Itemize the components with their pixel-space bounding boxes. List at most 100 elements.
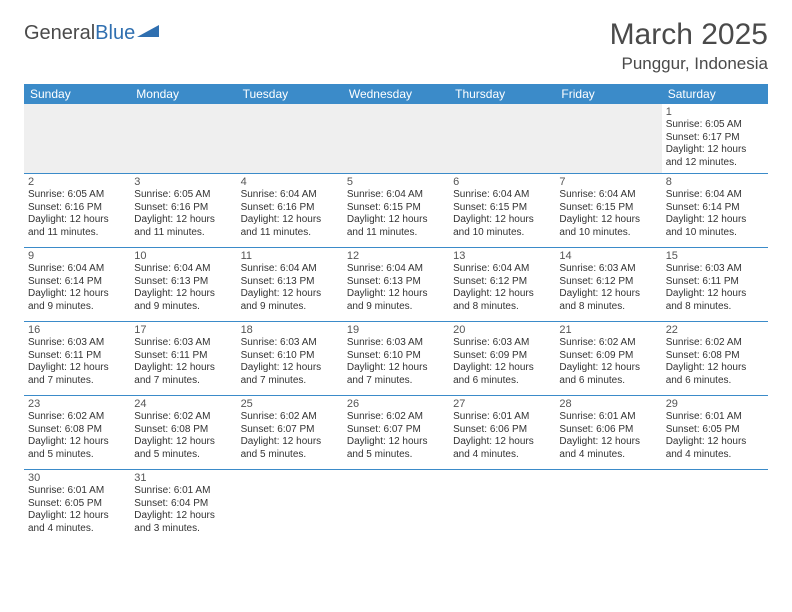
day-info-line: Sunrise: 6:03 AM	[559, 263, 657, 276]
day-info-line: Daylight: 12 hours	[347, 214, 445, 227]
day-info-line: Daylight: 12 hours	[28, 510, 126, 523]
day-info-line: Sunrise: 6:03 AM	[666, 263, 764, 276]
day-info-line: Sunrise: 6:01 AM	[453, 411, 551, 424]
brand-part2: Blue	[95, 22, 135, 45]
calendar-day-cell: 21Sunrise: 6:02 AMSunset: 6:09 PMDayligh…	[555, 322, 661, 396]
day-number: 7	[559, 176, 657, 188]
calendar-day-cell: 5Sunrise: 6:04 AMSunset: 6:15 PMDaylight…	[343, 174, 449, 248]
day-info-line: and 8 minutes.	[559, 301, 657, 314]
day-info-line: Sunset: 6:07 PM	[241, 424, 339, 437]
calendar-day-cell: 24Sunrise: 6:02 AMSunset: 6:08 PMDayligh…	[130, 396, 236, 470]
calendar-day-cell: 26Sunrise: 6:02 AMSunset: 6:07 PMDayligh…	[343, 396, 449, 470]
day-info-line: Sunset: 6:10 PM	[347, 350, 445, 363]
day-info-line: and 7 minutes.	[347, 375, 445, 388]
calendar-day-cell: 4Sunrise: 6:04 AMSunset: 6:16 PMDaylight…	[237, 174, 343, 248]
day-info-line: Sunset: 6:14 PM	[28, 276, 126, 289]
day-info-line: Sunrise: 6:02 AM	[347, 411, 445, 424]
day-info-line: Daylight: 12 hours	[134, 510, 232, 523]
day-info-line: Daylight: 12 hours	[28, 362, 126, 375]
weekday-header: Wednesday	[343, 84, 449, 104]
day-number: 8	[666, 176, 764, 188]
day-info-line: Sunrise: 6:01 AM	[559, 411, 657, 424]
day-number: 28	[559, 398, 657, 410]
day-number: 4	[241, 176, 339, 188]
calendar-day-cell: 28Sunrise: 6:01 AMSunset: 6:06 PMDayligh…	[555, 396, 661, 470]
weekday-header: Tuesday	[237, 84, 343, 104]
day-info-line: Daylight: 12 hours	[453, 214, 551, 227]
day-info-line: Sunset: 6:12 PM	[559, 276, 657, 289]
calendar-day-cell: 29Sunrise: 6:01 AMSunset: 6:05 PMDayligh…	[662, 396, 768, 470]
day-info-line: Sunrise: 6:04 AM	[241, 263, 339, 276]
day-info-line: Sunrise: 6:04 AM	[347, 189, 445, 202]
day-info-line: and 7 minutes.	[241, 375, 339, 388]
day-info-line: Daylight: 12 hours	[453, 436, 551, 449]
day-info-line: Sunset: 6:11 PM	[134, 350, 232, 363]
calendar-day-cell: 20Sunrise: 6:03 AMSunset: 6:09 PMDayligh…	[449, 322, 555, 396]
day-info-line: Sunset: 6:14 PM	[666, 202, 764, 215]
day-info-line: and 4 minutes.	[559, 449, 657, 462]
day-info-line: Sunrise: 6:01 AM	[28, 485, 126, 498]
flag-icon	[137, 23, 159, 39]
day-number: 1	[666, 106, 764, 118]
calendar-day-cell: 16Sunrise: 6:03 AMSunset: 6:11 PMDayligh…	[24, 322, 130, 396]
day-info-line: Sunrise: 6:02 AM	[134, 411, 232, 424]
day-info-line: Daylight: 12 hours	[559, 362, 657, 375]
day-number: 11	[241, 250, 339, 262]
calendar-day-cell: 2Sunrise: 6:05 AMSunset: 6:16 PMDaylight…	[24, 174, 130, 248]
day-info-line: Sunrise: 6:04 AM	[453, 263, 551, 276]
brand-logo: GeneralBlue	[24, 18, 159, 45]
calendar-week-row: 23 Sunrise: 6:02 AM Sunset: 6:08 PM Dayligh…	[24, 396, 768, 470]
day-info-line: Daylight: 12 hours	[559, 214, 657, 227]
calendar-day-cell: 18Sunrise: 6:03 AMSunset: 6:10 PMDayligh…	[237, 322, 343, 396]
calendar-day-cell: 19Sunrise: 6:03 AMSunset: 6:10 PMDayligh…	[343, 322, 449, 396]
day-number: 13	[453, 250, 551, 262]
day-info-line: and 8 minutes.	[666, 301, 764, 314]
day-info-line: and 7 minutes.	[28, 375, 126, 388]
day-info-line: Sunrise: 6:04 AM	[241, 189, 339, 202]
day-info-line: Sunrise: 6:03 AM	[28, 337, 126, 350]
day-info-line: and 9 minutes.	[241, 301, 339, 314]
day-number: 26	[347, 398, 445, 410]
day-info-line: Sunrise: 6:04 AM	[559, 189, 657, 202]
day-info-line: Daylight: 12 hours	[666, 288, 764, 301]
day-info-line: Sunset: 6:04 PM	[134, 498, 232, 511]
day-info-line: Sunrise: 6:02 AM	[241, 411, 339, 424]
weekday-header: Friday	[555, 84, 661, 104]
day-info-line: and 6 minutes.	[666, 375, 764, 388]
calendar-week-row: 2Sunrise: 6:05 AMSunset: 6:16 PMDaylight…	[24, 174, 768, 248]
day-info-line: and 6 minutes.	[453, 375, 551, 388]
day-info-line: Daylight: 12 hours	[666, 144, 764, 157]
day-info-line: Sunrise: 6:02 AM	[666, 337, 764, 350]
calendar-day-cell: 6Sunrise: 6:04 AMSunset: 6:15 PMDaylight…	[449, 174, 555, 248]
day-number: 15	[666, 250, 764, 262]
day-info-line: Daylight: 12 hours	[134, 288, 232, 301]
day-info-line: and 8 minutes.	[453, 301, 551, 314]
calendar-day-cell: 27Sunrise: 6:01 AMSunset: 6:06 PMDayligh…	[449, 396, 555, 470]
day-info-line: and 10 minutes.	[559, 227, 657, 240]
day-number: 21	[559, 324, 657, 336]
day-info-line: and 10 minutes.	[453, 227, 551, 240]
day-number: 5	[347, 176, 445, 188]
day-number: 22	[666, 324, 764, 336]
day-info-line: Sunset: 6:15 PM	[559, 202, 657, 215]
day-info-line: Sunrise: 6:05 AM	[666, 119, 764, 132]
day-info-line: and 12 minutes.	[666, 157, 764, 170]
calendar-day-cell: 1Sunrise: 6:05 AMSunset: 6:17 PMDaylight…	[662, 104, 768, 174]
calendar-day-cell: 15Sunrise: 6:03 AMSunset: 6:11 PMDayligh…	[662, 248, 768, 322]
day-info-line: Sunset: 6:13 PM	[241, 276, 339, 289]
weekday-header: Monday	[130, 84, 236, 104]
day-info-line: Sunset: 6:16 PM	[28, 202, 126, 215]
calendar-day-cell: 30Sunrise: 6:01 AMSunset: 6:05 PMDayligh…	[24, 470, 130, 540]
day-info-line: Daylight: 12 hours	[134, 362, 232, 375]
calendar-day-cell: 23Sunrise: 6:02 AMSunset: 6:08 PMDayligh…	[24, 396, 130, 470]
weekday-header: Sunday	[24, 84, 130, 104]
calendar-day-cell: 22Sunrise: 6:02 AMSunset: 6:08 PMDayligh…	[662, 322, 768, 396]
calendar-day-cell: 3Sunrise: 6:05 AMSunset: 6:16 PMDaylight…	[130, 174, 236, 248]
day-info-line: Sunset: 6:06 PM	[559, 424, 657, 437]
day-info-line: Sunset: 6:11 PM	[28, 350, 126, 363]
day-info-line: Sunset: 6:08 PM	[28, 424, 126, 437]
day-info-line: Sunrise: 6:03 AM	[134, 337, 232, 350]
day-info-line: and 11 minutes.	[347, 227, 445, 240]
day-info-line: and 6 minutes.	[559, 375, 657, 388]
day-number: 23	[28, 398, 126, 410]
